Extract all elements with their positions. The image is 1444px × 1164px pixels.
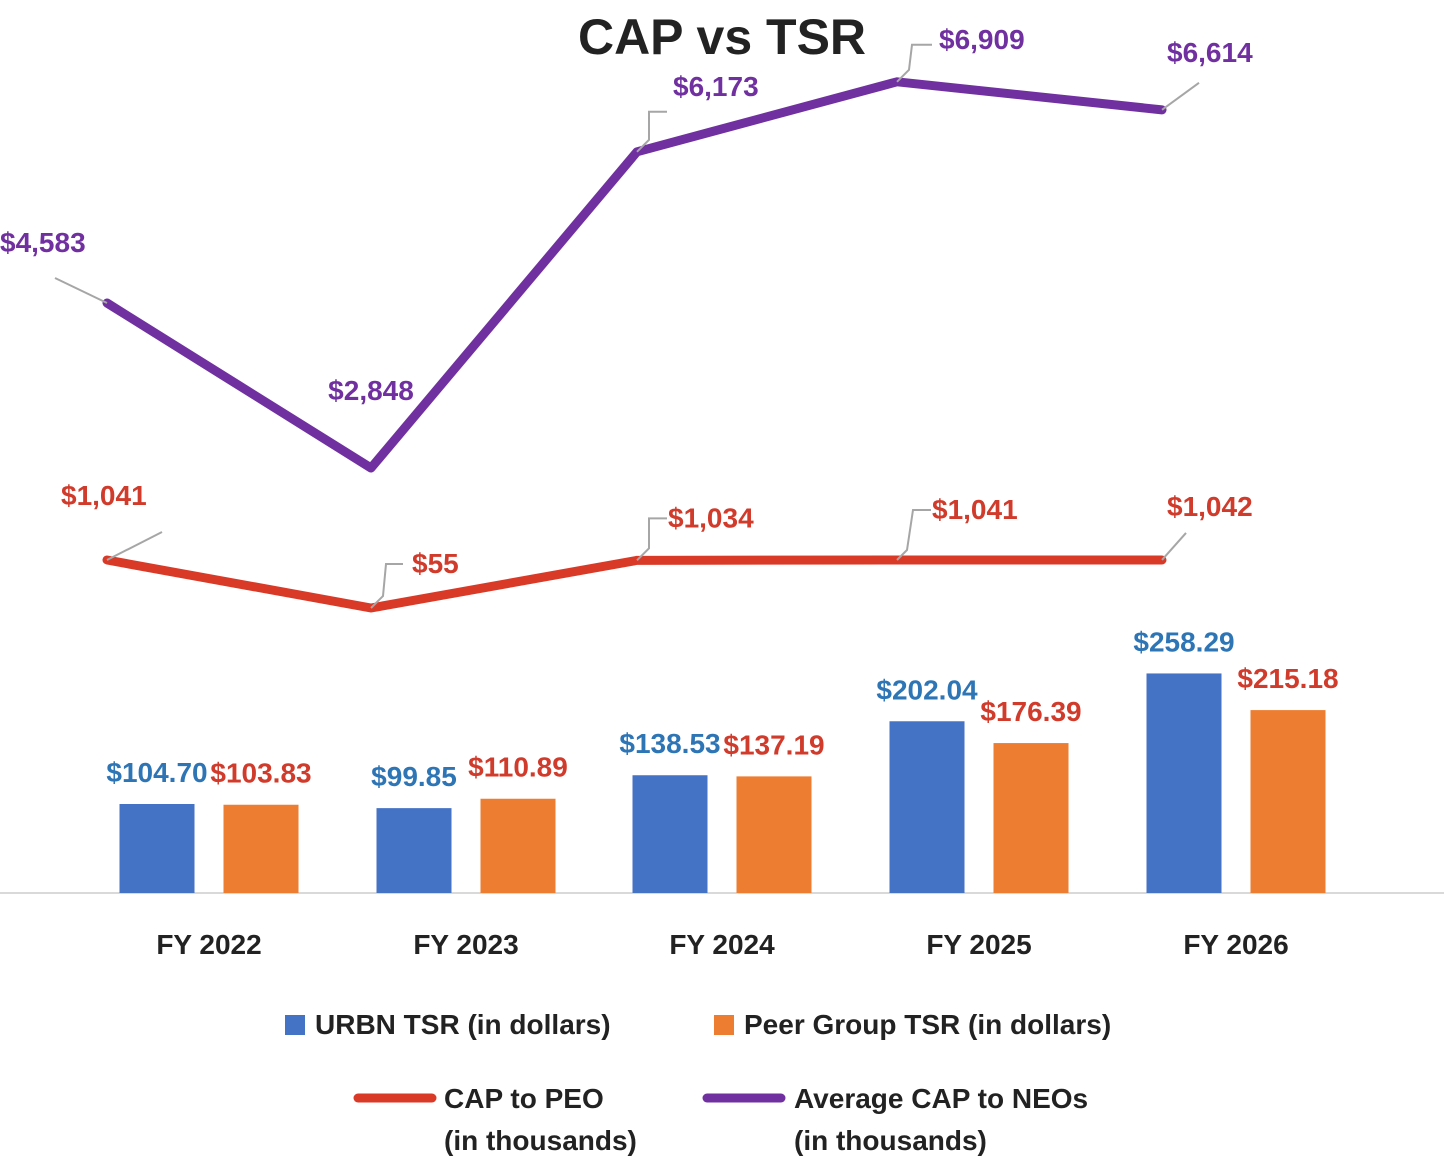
bar-label-peer-1: $110.89 xyxy=(468,752,568,783)
legend-label-urbn: URBN TSR (in dollars) xyxy=(315,1009,611,1040)
bar-label-urbn-3: $202.04 xyxy=(876,674,978,705)
bar-urbn-0 xyxy=(119,804,195,893)
bar-peer-2 xyxy=(736,776,812,893)
line-label-cap-peo-3: $1,041 xyxy=(932,494,1018,525)
line-cap-neo xyxy=(102,77,1167,473)
leader-line-cap-neo-4 xyxy=(1161,82,1200,111)
bar-urbn-1 xyxy=(376,808,452,893)
x-tick-label-3: FY 2025 xyxy=(926,929,1031,960)
bar-label-peer-3: $176.39 xyxy=(980,696,1081,727)
chart-title: CAP vs TSR xyxy=(578,9,866,65)
bar-label-peer-0: $103.83 xyxy=(210,758,311,789)
leader-line-cap-neo-0 xyxy=(54,277,108,304)
bar-urbn-2 xyxy=(632,775,708,893)
legend-label-cap-peo: CAP to PEO xyxy=(444,1083,604,1114)
bar-urbn-3 xyxy=(889,721,965,893)
line-label-cap-neo-1: $2,848 xyxy=(328,375,414,406)
legend-label-peer: Peer Group TSR (in dollars) xyxy=(744,1009,1111,1040)
leader-line-cap-peo-3 xyxy=(896,509,931,561)
x-tick-label-0: FY 2022 xyxy=(156,929,261,960)
bar-label-urbn-2: $138.53 xyxy=(619,728,720,759)
line-label-cap-neo-4: $6,614 xyxy=(1167,37,1253,68)
bar-label-urbn-0: $104.70 xyxy=(106,757,207,788)
legend-swatch-urbn xyxy=(285,1015,305,1035)
legend: URBN TSR (in dollars) Peer Group TSR (in … xyxy=(285,1009,1111,1156)
x-tick-label-1: FY 2023 xyxy=(413,929,518,960)
bar-label-peer-4: $215.18 xyxy=(1237,663,1338,694)
bar-layer: $104.70 $99.85 $138.53 $202.04 $258.29 $103.8… xyxy=(106,626,1339,893)
bar-peer-4 xyxy=(1250,710,1326,893)
bar-peer-0 xyxy=(223,804,299,893)
leader-line-cap-neo-3 xyxy=(896,43,932,83)
line-label-cap-peo-0: $1,041 xyxy=(61,480,147,511)
x-tick-label-2: FY 2024 xyxy=(669,929,775,960)
bar-label-peer-2: $137.19 xyxy=(723,729,824,760)
legend-label-cap-neo-line2: (in thousands) xyxy=(794,1125,987,1156)
leader-line-cap-peo-2 xyxy=(636,517,667,562)
bar-peer-3 xyxy=(993,743,1069,893)
leader-line-cap-peo-4 xyxy=(1161,532,1187,561)
legend-label-cap-peo-line2: (in thousands) xyxy=(444,1125,637,1156)
line-label-cap-peo-4: $1,042 xyxy=(1167,491,1253,522)
x-axis-ticks: FY 2022 FY 2023 FY 2024 FY 2025 FY 2026 xyxy=(156,929,1288,960)
line-cap-peo xyxy=(102,555,1167,613)
leader-line-cap-peo-1 xyxy=(370,563,403,609)
bar-urbn-4 xyxy=(1146,673,1222,893)
leader-line-cap-neo-2 xyxy=(636,110,667,153)
bar-peer-1 xyxy=(480,798,556,893)
leader-line-cap-peo-0 xyxy=(106,531,163,561)
line-label-cap-peo-2: $1,034 xyxy=(668,502,754,533)
line-label-cap-neo-3: $6,909 xyxy=(939,24,1025,55)
bar-label-urbn-1: $99.85 xyxy=(371,761,457,792)
x-tick-label-4: FY 2026 xyxy=(1183,929,1288,960)
line-label-cap-neo-0: $4,583 xyxy=(0,227,86,258)
line-label-cap-peo-1: $55 xyxy=(412,548,459,579)
legend-label-cap-neo: Average CAP to NEOs xyxy=(794,1083,1088,1114)
line-layer: $1,041 $55 $1,034 $1,041 $1,042 $4,583 $2,848 $… xyxy=(0,24,1253,613)
bar-label-urbn-4: $258.29 xyxy=(1133,626,1234,657)
legend-swatch-peer xyxy=(714,1015,734,1035)
line-label-cap-neo-2: $6,173 xyxy=(673,71,759,102)
